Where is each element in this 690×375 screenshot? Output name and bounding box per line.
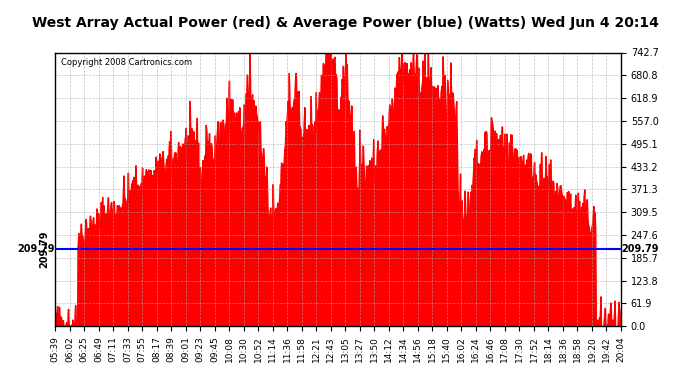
Text: 209.79: 209.79 (622, 244, 659, 254)
Text: West Array Actual Power (red) & Average Power (blue) (Watts) Wed Jun 4 20:14: West Array Actual Power (red) & Average … (32, 15, 658, 30)
Text: 209.79: 209.79 (39, 230, 50, 268)
Text: 209.79: 209.79 (17, 244, 55, 254)
Text: Copyright 2008 Cartronics.com: Copyright 2008 Cartronics.com (61, 58, 192, 67)
